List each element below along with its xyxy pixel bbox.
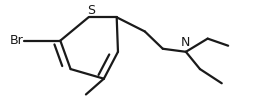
Text: N: N bbox=[181, 36, 191, 49]
Text: S: S bbox=[87, 4, 95, 17]
Text: Br: Br bbox=[9, 34, 23, 47]
